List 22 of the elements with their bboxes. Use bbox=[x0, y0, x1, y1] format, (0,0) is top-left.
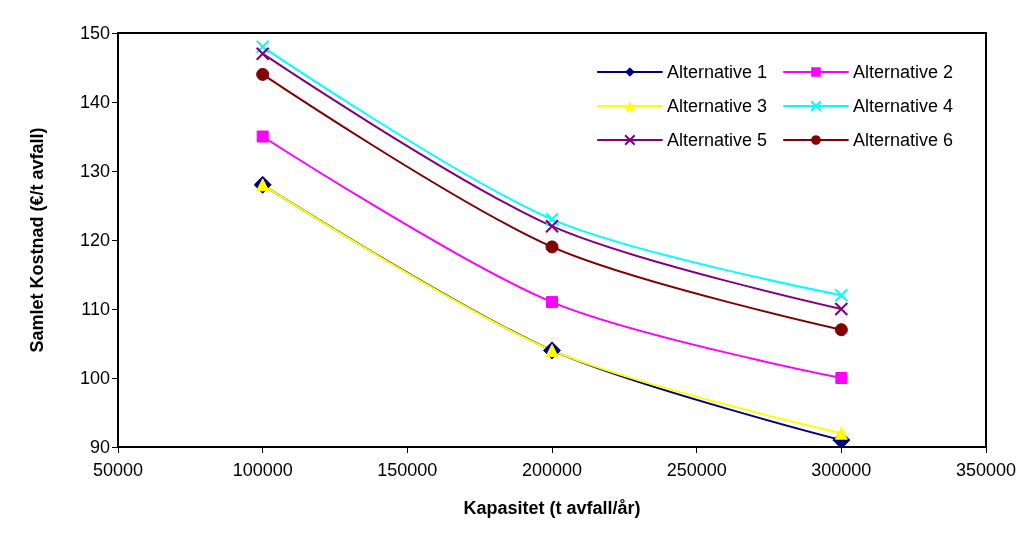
y-axis-title: Samlet Kostnad (€/t avfall) bbox=[27, 127, 47, 353]
x-tick-label: 250000 bbox=[666, 460, 727, 480]
x-tick-label: 300000 bbox=[811, 460, 872, 480]
legend-label: Alternative 1 bbox=[666, 62, 767, 82]
legend-label: Alternative 6 bbox=[852, 130, 954, 150]
legend-label: Alternative 3 bbox=[666, 96, 767, 116]
y-tick-label: 110 bbox=[81, 299, 110, 319]
y-tick-label: 130 bbox=[79, 161, 110, 181]
y-tick-label: 100 bbox=[79, 368, 110, 388]
y-tick-label: 90 bbox=[89, 437, 110, 457]
legend-label: Alternative 4 bbox=[852, 96, 954, 116]
x-axis-title: Kapasitet (t avfall/år) bbox=[463, 498, 641, 518]
x-tick-label: 200000 bbox=[521, 460, 583, 480]
y-tick-label: 120 bbox=[79, 230, 110, 250]
y-tick-label: 150 bbox=[79, 23, 110, 43]
x-tick-label: 100000 bbox=[232, 460, 293, 480]
legend-label: Alternative 2 bbox=[852, 62, 954, 82]
x-tick-label: 350000 bbox=[955, 460, 1017, 480]
y-tick-label: 140 bbox=[79, 92, 110, 112]
legend-label: Alternative 5 bbox=[666, 130, 767, 150]
x-tick-label: 50000 bbox=[92, 460, 144, 480]
x-tick-label: 150000 bbox=[377, 460, 438, 480]
